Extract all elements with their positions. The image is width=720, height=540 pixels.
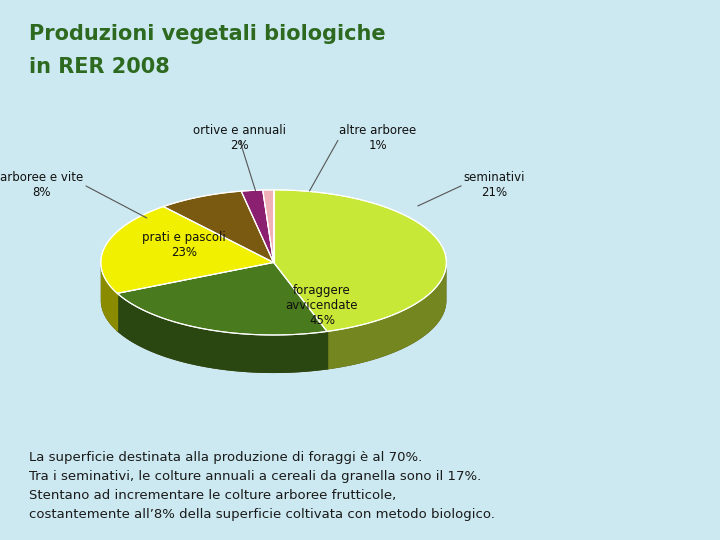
Polygon shape [101,262,446,373]
Text: Produzioni vegetali biologiche: Produzioni vegetali biologiche [29,24,385,44]
Polygon shape [274,190,446,332]
Polygon shape [241,190,274,262]
Text: seminativi
21%: seminativi 21% [464,171,525,199]
Text: prati e pascoli
23%: prati e pascoli 23% [142,231,225,259]
Polygon shape [263,190,274,262]
Text: La superficie destinata alla produzione di foraggi è al 70%.
Tra i seminativi, l: La superficie destinata alla produzione … [29,451,495,521]
Text: foraggere
avvicendate
45%: foraggere avvicendate 45% [286,284,359,327]
Polygon shape [101,262,117,332]
Text: ortive e annuali
2%: ortive e annuali 2% [192,124,286,152]
Polygon shape [117,262,327,335]
Polygon shape [117,293,327,373]
Polygon shape [101,206,274,293]
Polygon shape [327,263,446,369]
Text: arboree e vite
8%: arboree e vite 8% [0,171,84,199]
Polygon shape [163,191,274,262]
Text: in RER 2008: in RER 2008 [29,57,169,77]
Text: altre arboree
1%: altre arboree 1% [339,124,416,152]
